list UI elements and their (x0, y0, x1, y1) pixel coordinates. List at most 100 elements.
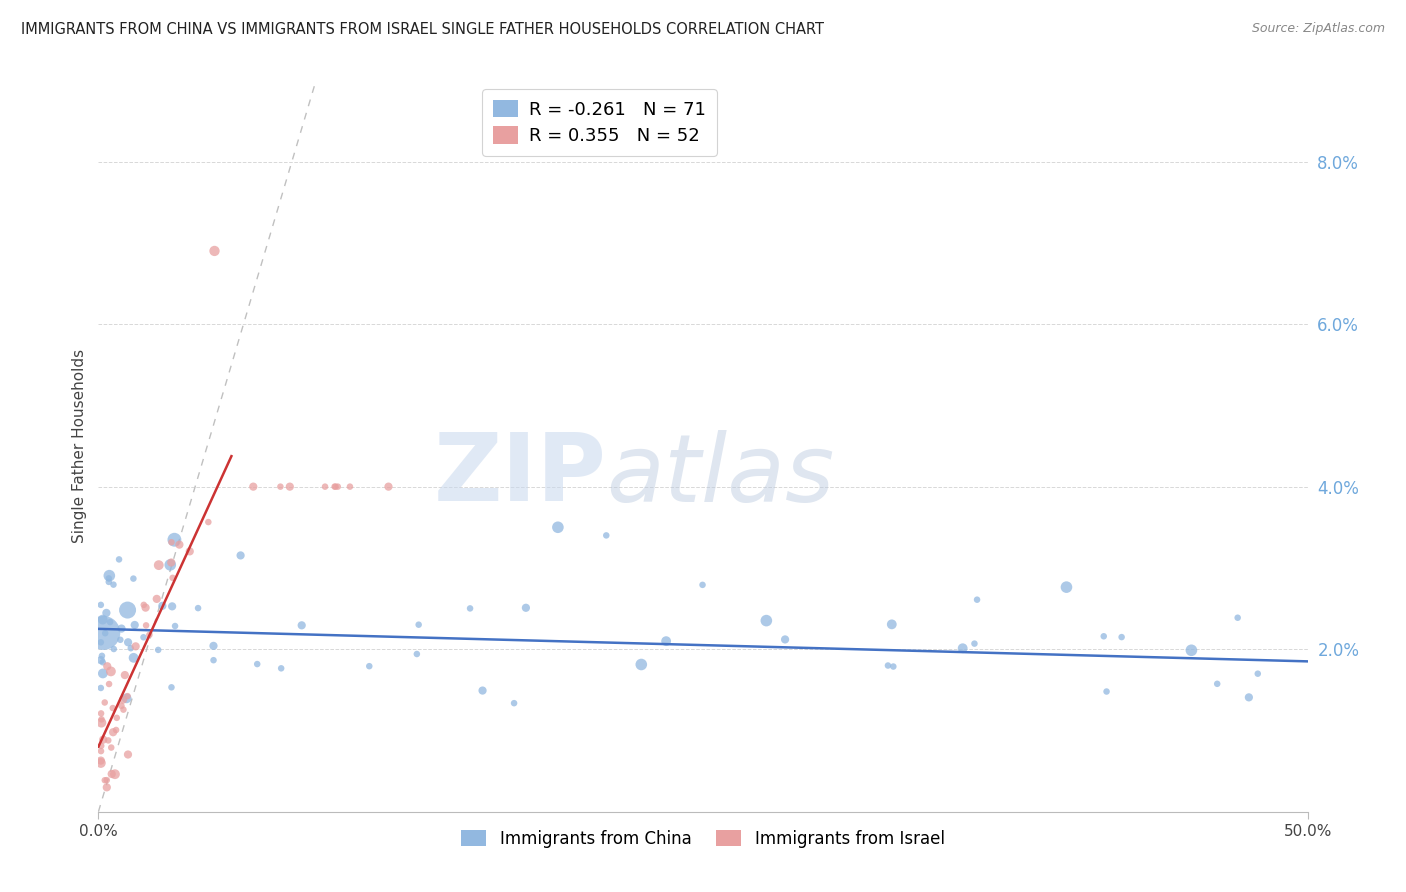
Point (112, 703, 135, 717)
Point (246, 657, 269, 671)
Point (117, 603, 139, 617)
Point (100, 665, 122, 679)
Point (91, 613, 114, 627)
Point (114, 668, 136, 682)
Point (291, 618, 314, 632)
Text: ZIP: ZIP (433, 429, 606, 521)
Point (115, 691, 138, 706)
Point (91, 666, 114, 681)
Point (97, 574, 120, 589)
Text: IMMIGRANTS FROM CHINA VS IMMIGRANTS FROM ISRAEL SINGLE FATHER HOUSEHOLDS CORRELA: IMMIGRANTS FROM CHINA VS IMMIGRANTS FROM… (21, 22, 824, 37)
Point (135, 600, 157, 615)
Point (1092, 629, 1115, 643)
Point (94, 773, 117, 788)
Point (503, 696, 526, 710)
Point (90, 598, 112, 612)
Point (160, 556, 183, 570)
Point (1095, 684, 1118, 698)
Point (169, 538, 191, 552)
Point (105, 723, 128, 737)
Point (101, 701, 124, 715)
Point (1247, 666, 1270, 681)
Point (90, 681, 112, 695)
Point (148, 558, 170, 573)
Point (90, 754, 112, 768)
Point (97, 571, 120, 585)
Point (122, 572, 145, 586)
Point (117, 635, 139, 649)
Point (97, 733, 120, 747)
Point (112, 692, 135, 706)
Point (117, 747, 139, 762)
Point (132, 598, 155, 612)
Point (204, 244, 226, 258)
Point (138, 628, 160, 642)
Point (103, 642, 125, 657)
Point (755, 614, 778, 628)
Point (1237, 690, 1260, 705)
Point (98, 568, 121, 582)
Point (692, 578, 714, 592)
Point (104, 767, 127, 781)
Point (1056, 580, 1078, 594)
Point (90, 756, 112, 770)
Point (405, 647, 427, 661)
Point (90, 739, 112, 753)
Point (458, 601, 481, 615)
Point (773, 632, 796, 647)
Legend: Immigrants from China, Immigrants from Israel: Immigrants from China, Immigrants from I… (454, 823, 952, 855)
Point (882, 659, 904, 673)
Point (145, 591, 167, 606)
Point (630, 657, 652, 672)
Point (595, 528, 617, 542)
Point (963, 637, 986, 651)
Point (94, 626, 117, 640)
Point (93, 696, 115, 710)
Point (96, 773, 118, 788)
Point (90, 712, 112, 726)
Point (148, 643, 170, 657)
Point (1206, 677, 1229, 691)
Point (547, 520, 569, 534)
Point (90, 635, 112, 649)
Point (159, 558, 181, 572)
Point (91, 655, 114, 669)
Point (90, 653, 112, 667)
Point (132, 630, 155, 644)
Point (880, 617, 903, 632)
Point (110, 632, 132, 647)
Point (952, 641, 974, 656)
Point (655, 634, 678, 648)
Point (242, 480, 264, 494)
Point (314, 480, 336, 494)
Point (359, 659, 381, 673)
Point (270, 661, 292, 675)
Point (323, 480, 346, 494)
Point (110, 698, 132, 713)
Point (408, 617, 430, 632)
Point (515, 600, 537, 615)
Point (160, 681, 183, 695)
Point (120, 641, 142, 656)
Point (124, 640, 146, 654)
Point (269, 480, 291, 494)
Point (100, 740, 122, 755)
Point (160, 535, 183, 549)
Point (165, 619, 187, 633)
Text: Source: ZipAtlas.com: Source: ZipAtlas.com (1251, 22, 1385, 36)
Point (108, 552, 131, 566)
Point (179, 544, 201, 558)
Point (202, 653, 225, 667)
Point (339, 480, 361, 494)
Point (377, 480, 399, 494)
Point (124, 618, 146, 632)
Point (98, 677, 121, 691)
Point (91, 732, 114, 747)
Y-axis label: Single Father Households: Single Father Households (72, 349, 87, 543)
Point (160, 599, 183, 614)
Point (150, 599, 173, 613)
Point (202, 639, 225, 653)
Point (471, 683, 494, 698)
Point (1180, 643, 1202, 657)
Point (326, 480, 349, 494)
